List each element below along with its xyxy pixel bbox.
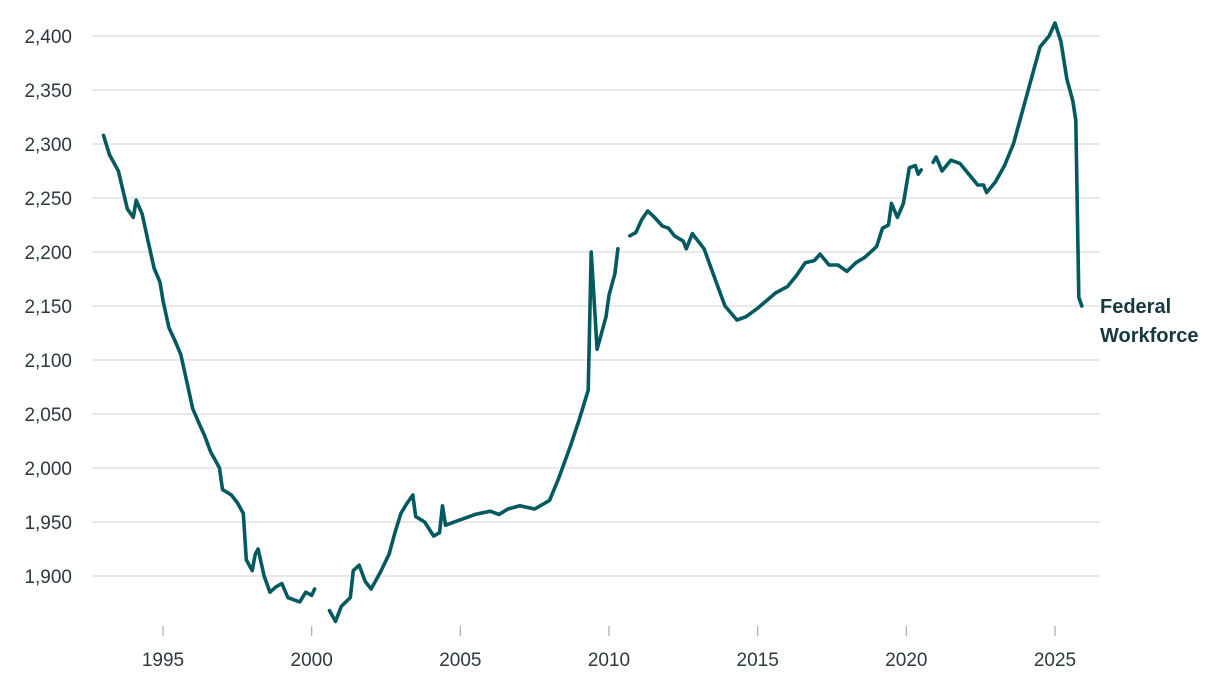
y-tick-label: 2,150 (24, 297, 72, 318)
x-tick-label: 2010 (588, 650, 630, 671)
series-line-segment (101, 133, 317, 604)
series-line-segment (931, 21, 1084, 308)
x-tick-label: 2020 (885, 650, 927, 671)
y-tick-label: 2,250 (24, 189, 72, 210)
y-tick-label: 2,100 (24, 351, 72, 372)
y-tick-label: 2,050 (24, 405, 72, 426)
x-tick-label: 2005 (439, 650, 481, 671)
x-tick-label: 2025 (1034, 650, 1076, 671)
series-label-line-1: Federal (1100, 296, 1171, 318)
y-tick-label: 2,000 (24, 459, 72, 480)
y-tick-label: 2,400 (24, 27, 72, 48)
y-axis: 1,900 1,950 2,000 2,050 2,100 2,150 2,200 2,250… (24, 27, 72, 588)
x-tick-label: 1995 (142, 650, 184, 671)
series-label-line-2: Workforce (1100, 325, 1199, 347)
x-tick-label: 2015 (737, 650, 779, 671)
y-tick-label: 2,300 (24, 135, 72, 156)
y-tick-label: 2,200 (24, 243, 72, 264)
series-lines (101, 21, 1084, 624)
x-tick-label: 2000 (291, 650, 333, 671)
series-label: Federal Workforce (1100, 296, 1199, 347)
x-axis: 1995 2000 2005 2010 2015 2020 2025 (142, 626, 1076, 671)
y-tick-label: 1,950 (24, 513, 72, 534)
y-tick-label: 2,350 (24, 81, 72, 102)
y-tick-label: 1,900 (24, 567, 72, 588)
series-line-segment (327, 247, 620, 624)
series-line-segment (628, 163, 923, 322)
